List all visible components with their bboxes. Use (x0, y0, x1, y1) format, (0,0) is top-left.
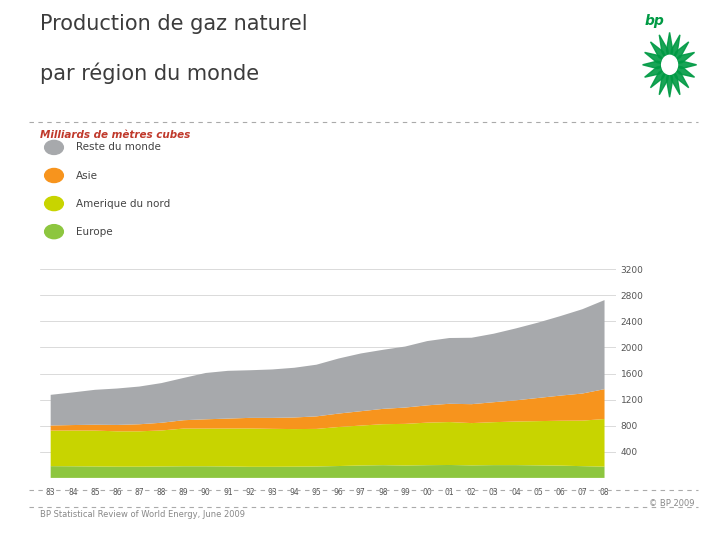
Polygon shape (650, 65, 670, 87)
Polygon shape (670, 61, 697, 69)
Polygon shape (643, 61, 670, 69)
Polygon shape (644, 65, 670, 77)
Text: Reste du monde: Reste du monde (76, 143, 161, 152)
Polygon shape (670, 35, 680, 65)
Polygon shape (670, 65, 680, 94)
Text: © BP 2009: © BP 2009 (649, 499, 695, 508)
Polygon shape (670, 42, 689, 65)
Polygon shape (660, 65, 670, 94)
Text: Production de gaz naturel: Production de gaz naturel (40, 14, 307, 33)
Polygon shape (667, 65, 672, 97)
Text: BP Statistical Review of World Energy, June 2009: BP Statistical Review of World Energy, J… (40, 510, 245, 519)
Polygon shape (670, 65, 689, 87)
Circle shape (662, 55, 678, 75)
Polygon shape (644, 52, 670, 65)
Text: par région du monde: par région du monde (40, 62, 258, 84)
Text: Asie: Asie (76, 171, 98, 180)
Polygon shape (660, 35, 670, 65)
Polygon shape (667, 32, 672, 65)
Text: Milliards de mètres cubes: Milliards de mètres cubes (40, 130, 190, 140)
Polygon shape (670, 65, 695, 77)
Text: bp: bp (644, 14, 664, 28)
Polygon shape (670, 52, 695, 65)
Text: Europe: Europe (76, 227, 112, 237)
Polygon shape (650, 42, 670, 65)
Text: Amerique du nord: Amerique du nord (76, 199, 170, 208)
